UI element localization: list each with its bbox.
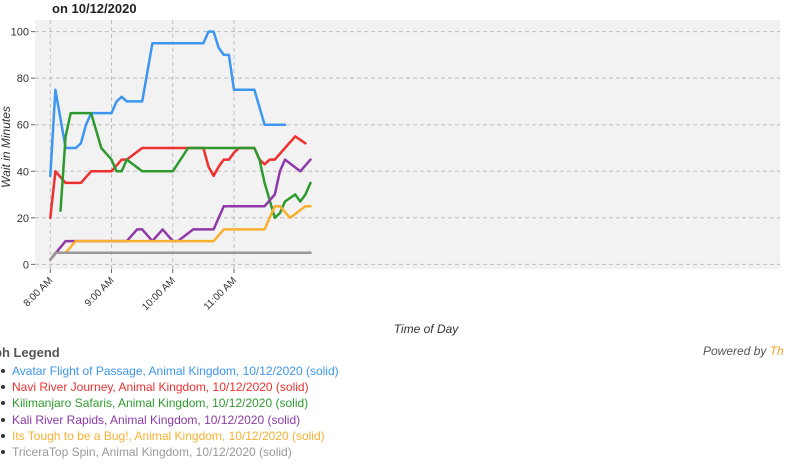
- x-tick-label: 10:00 AM: [140, 275, 178, 313]
- legend-label: Kali River Rapids, Animal Kingdom, 10/12…: [12, 412, 301, 427]
- legend-item: TriceraTop Spin, Animal Kingdom, 10/12/2…: [0, 444, 339, 460]
- series-group: [49, 30, 312, 261]
- y-tick-label: 60: [17, 120, 29, 132]
- series-line: [49, 30, 287, 178]
- legend: Avatar Flight of Passage, Animal Kingdom…: [0, 363, 339, 460]
- series-line: [49, 135, 307, 220]
- x-tick-label: 11:00 AM: [202, 275, 239, 312]
- legend-bullet: [1, 385, 5, 390]
- y-tick-label: 20: [17, 213, 29, 225]
- chart-title: on 10/12/2020: [52, 1, 137, 16]
- legend-bullet: [1, 369, 5, 373]
- series-line: [49, 158, 312, 261]
- legend-label: TriceraTop Spin, Animal Kingdom, 10/12/2…: [12, 445, 292, 460]
- legend-title: ph Legend: [0, 345, 60, 360]
- legend-label: Kilimanjaro Safaris, Animal Kingdom, 10/…: [12, 396, 309, 411]
- powered-by-prefix: Powered by: [703, 344, 770, 358]
- legend-label: Avatar Flight of Passage, Animal Kingdom…: [12, 364, 339, 378]
- y-tick-label: 80: [17, 73, 29, 85]
- x-axis-ticks: 8:00 AM 9:00 AM 10:00 AM 11:00 AM: [22, 269, 239, 313]
- legend-item: Kilimanjaro Safaris, Animal Kingdom, 10/…: [0, 395, 339, 411]
- y-axis-label: Wait in Minutes: [0, 106, 13, 188]
- plot-area: [35, 20, 780, 269]
- powered-by-brand: Th: [769, 344, 784, 358]
- y-tick-label: 0: [23, 259, 29, 271]
- line-chart: 0 20 40 60 80 100 8:00 AM 9:00 AM 10:00 AM 11:00…: [0, 20, 780, 336]
- series-line: [49, 251, 312, 261]
- y-tick-label: 40: [17, 166, 29, 178]
- y-tick-label: 100: [11, 27, 29, 39]
- legend-label: Navi River Journey, Animal Kingdom, 10/1…: [12, 380, 309, 395]
- grid: [35, 20, 780, 269]
- legend-label: Its Tough to be a Bug!, Animal Kingdom, …: [12, 428, 325, 443]
- legend-item: Avatar Flight of Passage, Animal Kingdom…: [0, 363, 339, 379]
- legend-bullet: [1, 401, 5, 406]
- legend-item: Navi River Journey, Animal Kingdom, 10/1…: [0, 379, 339, 395]
- legend-bullet: [1, 417, 5, 422]
- legend-bullet: [1, 433, 5, 438]
- y-axis-ticks: 0 20 40 60 80 100: [11, 27, 35, 271]
- legend-bullet: [1, 450, 5, 455]
- legend-item: Kali River Rapids, Animal Kingdom, 10/12…: [0, 412, 339, 428]
- x-tick-label: 8:00 AM: [22, 275, 56, 309]
- powered-by: Powered by Th: [703, 344, 784, 358]
- series-line: [59, 111, 312, 220]
- x-tick-label: 9:00 AM: [83, 275, 117, 309]
- legend-item: Its Tough to be a Bug!, Animal Kingdom, …: [0, 428, 339, 444]
- x-axis-label: Time of Day: [394, 322, 460, 336]
